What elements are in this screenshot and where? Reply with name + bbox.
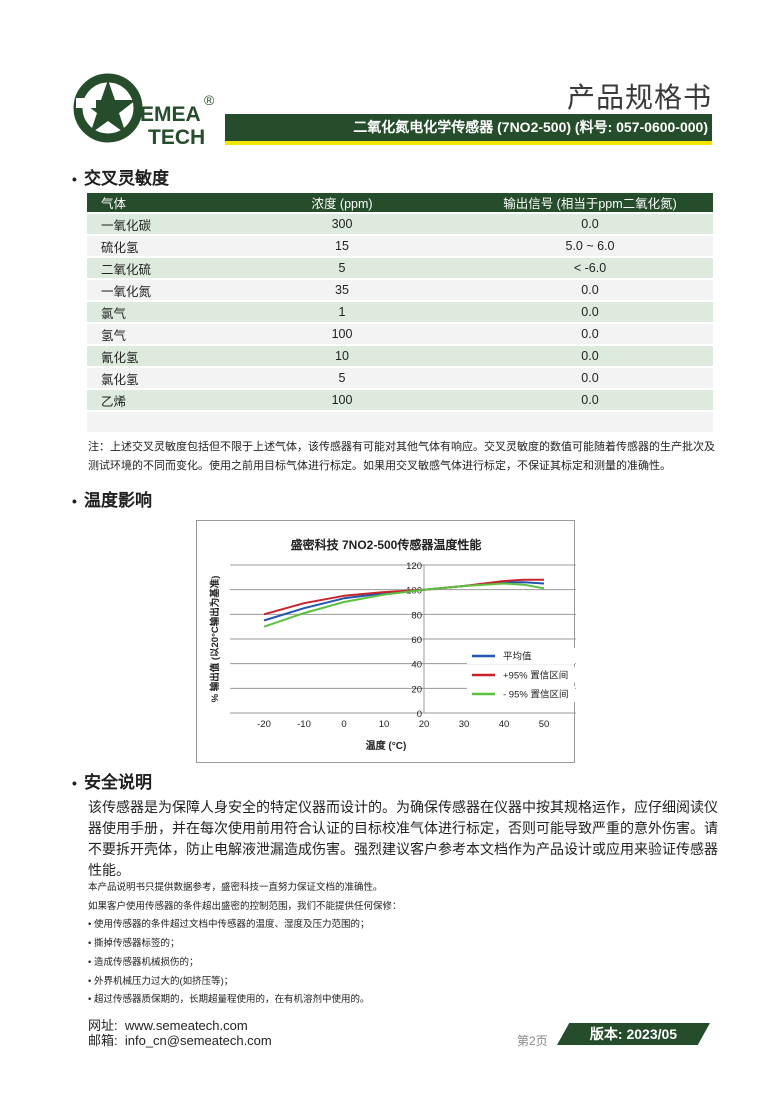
- table-cell: 一氧化碳: [87, 214, 277, 234]
- disclaimer-line: • 使用传感器的条件超过文档中传感器的温度、湿度及压力范围的；: [88, 919, 370, 931]
- x-tick-label: -20: [257, 719, 271, 730]
- x-tick-label: 20: [419, 719, 430, 730]
- svg-text:EMEA: EMEA: [140, 103, 201, 126]
- table-row: 氯化氢 5 0.0: [87, 368, 713, 388]
- version-badge: 版本: 2023/05: [557, 1023, 710, 1045]
- legend-label: 平均值: [503, 651, 532, 663]
- y-axis-label: % 输出值 (以20°C输出为基准): [209, 576, 221, 703]
- x-tick-label: 40: [499, 719, 510, 730]
- column-header: 输出信号 (相当于ppm二氧化氮): [407, 193, 713, 212]
- table-cell: 0.0: [407, 390, 713, 410]
- disclaimer: 本产品说明书只提供数据参考，盛密科技一直努力保证文档的准确性。 如果客户使用传感…: [88, 879, 588, 1010]
- legend-label: - 95% 置信区间: [503, 689, 568, 701]
- section-heading-cross-sensitivity: • 交叉灵敏度: [72, 169, 169, 188]
- cross-sensitivity-table: 气体 浓度 (ppm) 输出信号 (相当于ppm二氧化氮) 一氧化碳 300 0.0…: [87, 191, 713, 434]
- svg-text:TECH: TECH: [148, 126, 205, 148]
- table-cell: 0.0: [407, 280, 713, 300]
- table-cell: 5.0 ~ 6.0: [407, 236, 713, 256]
- x-tick-label: 10: [379, 719, 390, 730]
- y-tick-label: 120: [406, 561, 422, 572]
- legend-bg: [467, 686, 575, 702]
- table-cell: 5: [277, 258, 407, 278]
- website-link[interactable]: www.semeatech.com: [124, 1018, 248, 1033]
- legend-label: +95% 置信区间: [503, 670, 568, 682]
- table-cell: 10: [277, 346, 407, 366]
- legend-bg: [467, 667, 575, 683]
- series-line-3: [263, 582, 545, 628]
- y-tick-label: 40: [411, 660, 422, 671]
- table-cell: 硫化氢: [87, 236, 277, 256]
- table-cell: 二氧化硫: [87, 258, 277, 278]
- table-row: 氯气 1 0.0: [87, 302, 713, 322]
- column-header: 浓度 (ppm): [277, 193, 407, 212]
- table-row: 硫化氢 15 5.0 ~ 6.0: [87, 236, 713, 256]
- table-header: 气体 浓度 (ppm) 输出信号 (相当于ppm二氧化氮): [87, 193, 713, 212]
- table-cell: 乙烯: [87, 390, 277, 410]
- table-cell: 一氧化氮: [87, 280, 277, 300]
- table-row-empty: [87, 412, 713, 432]
- disclaimer-line: • 造成传感器机械损伤的；: [88, 956, 199, 968]
- disclaimer-line: • 外界机械压力过大的(如挤压等)；: [88, 975, 234, 987]
- table-cell: 300: [277, 214, 407, 234]
- table-cell: 100: [277, 324, 407, 344]
- x-tick-label: 30: [459, 719, 470, 730]
- x-tick-label: 0: [341, 719, 346, 730]
- table-row: 乙烯 100 0.0: [87, 390, 713, 410]
- disclaimer-line: 如果客户使用传感器的条件超出盛密的控制范围，我们不能提供任何保修：: [88, 900, 402, 912]
- cross-sensitivity-note: 注：上述交叉灵敏度包括但不限于上述气体，该传感器有可能对其他气体有响应。交叉灵敏…: [88, 441, 715, 472]
- table-cell: 氯化氢: [87, 368, 277, 388]
- disclaimer-line: • 超过传感器质保期的，长期超量程使用的，在有机溶剂中使用的。: [88, 994, 370, 1006]
- table-row: 一氧化氮 35 0.0: [87, 280, 713, 300]
- y-tick-label: 20: [411, 684, 422, 695]
- section-heading-safety: • 安全说明: [72, 773, 152, 792]
- safety-text: 该传感器是为保障人身安全的特定仪器而设计的。为确保传感器在仪器中按其规格运作，应…: [88, 799, 718, 878]
- disclaimer-line: 本产品说明书只提供数据参考，盛密科技一直努力保证文档的准确性。: [88, 882, 383, 893]
- email-link[interactable]: info_cn@semeatech.com: [124, 1033, 272, 1048]
- section-heading-temperature: • 温度影响: [72, 491, 152, 510]
- document-title: 产品规格书: [566, 82, 712, 113]
- chart-title: 盛密科技 7NO2-500传感器温度性能: [291, 537, 482, 552]
- x-axis-label: 温度 (°C): [366, 739, 407, 752]
- contact-info: 网址: www.semeatech.com 邮箱: info_cn@semeat…: [88, 1018, 272, 1048]
- website-label: 网址:: [88, 1018, 118, 1033]
- table-cell: < -6.0: [407, 258, 713, 278]
- y-tick-label: 0: [417, 709, 422, 720]
- table-cell: 1: [277, 302, 407, 322]
- x-tick-label: 50: [539, 719, 550, 730]
- table-row: 一氧化碳 300 0.0: [87, 214, 713, 234]
- table-cell: 0.0: [407, 368, 713, 388]
- table-cell: 0.0: [407, 214, 713, 234]
- disclaimer-line: • 撕掉传感器标签的；: [88, 938, 180, 950]
- y-tick-label: 60: [411, 635, 422, 646]
- table-cell: 0.0: [407, 324, 713, 344]
- table-cell: 100: [277, 390, 407, 410]
- table-cell: 15: [277, 236, 407, 256]
- series-line-2: [263, 578, 544, 616]
- temperature-chart: 盛密科技 7NO2-500传感器温度性能 0 20 40 60 80 100 120 -20 -1…: [196, 520, 576, 763]
- svg-text:®: ®: [204, 92, 215, 108]
- table-row: 二氧化硫 5 < -6.0: [87, 258, 713, 278]
- table-cell: 氯气: [87, 302, 277, 322]
- accent-stripe: [225, 141, 712, 145]
- table-cell: 35: [277, 280, 407, 300]
- page-number: 第2页: [517, 1034, 548, 1048]
- table-row: 氰化氢 10 0.0: [87, 346, 713, 366]
- legend-bg: [467, 648, 575, 664]
- table-row: 氢气 100 0.0: [87, 324, 713, 344]
- column-header: 气体: [87, 193, 277, 212]
- email-label: 邮箱:: [88, 1033, 118, 1048]
- table-cell: 0.0: [407, 346, 713, 366]
- table-cell: 0.0: [407, 302, 713, 322]
- table-cell: 氰化氢: [87, 346, 277, 366]
- y-tick-label: 80: [411, 610, 422, 621]
- semeatech-logo: EMEA TECH ®: [73, 73, 215, 148]
- table-cell: 5: [277, 368, 407, 388]
- x-tick-label: -10: [297, 719, 311, 730]
- product-title-bar: 二氧化氮电化学传感器 (7NO2-500) (料号: 057-0600-000): [225, 114, 712, 141]
- table-cell: 氢气: [87, 324, 277, 344]
